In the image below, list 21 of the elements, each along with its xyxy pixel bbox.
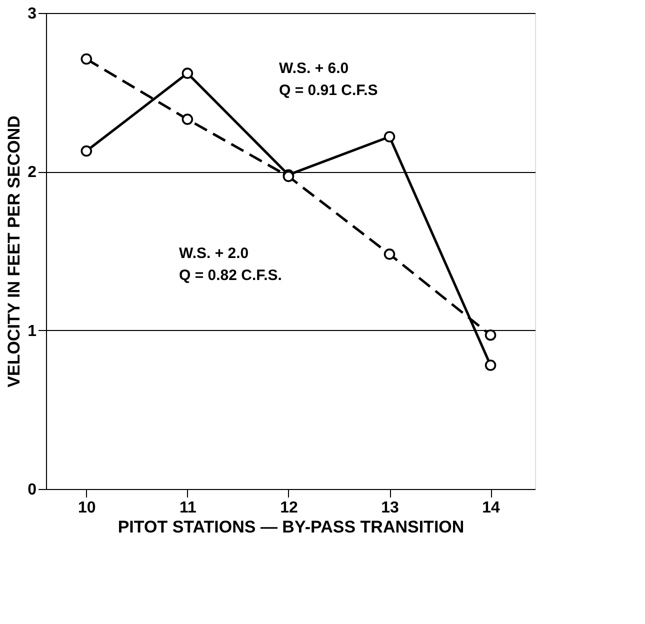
point bbox=[484, 329, 496, 341]
point bbox=[384, 131, 396, 142]
y-tick-label: 0 bbox=[28, 482, 37, 498]
point bbox=[80, 145, 92, 157]
x-tick-label: 12 bbox=[280, 500, 298, 516]
y-tick-label: 2 bbox=[28, 164, 37, 182]
point bbox=[182, 68, 194, 79]
point bbox=[484, 360, 496, 371]
annotation: W.S. + 6.0 Q = 0.91 C.F.S bbox=[279, 60, 378, 99]
x-tick-label: 10 bbox=[78, 500, 96, 516]
annotation: W.S. + 2.0 Q = 0.82 C.F.S. bbox=[179, 245, 282, 284]
x-tick-label: 14 bbox=[482, 500, 500, 516]
point bbox=[80, 53, 92, 65]
x-tick-label: 13 bbox=[381, 500, 400, 516]
y-tick-label: 3 bbox=[28, 6, 37, 22]
x-tick-label: 11 bbox=[179, 500, 196, 516]
y-tick-label: 1 bbox=[28, 322, 37, 340]
point bbox=[384, 248, 396, 260]
y-axis-title: VELOCITY IN FEET PER SECOND bbox=[4, 116, 24, 388]
point bbox=[182, 114, 194, 125]
x-axis-title: PITOT STATIONS — BY-PASS TRANSITION bbox=[118, 518, 464, 536]
